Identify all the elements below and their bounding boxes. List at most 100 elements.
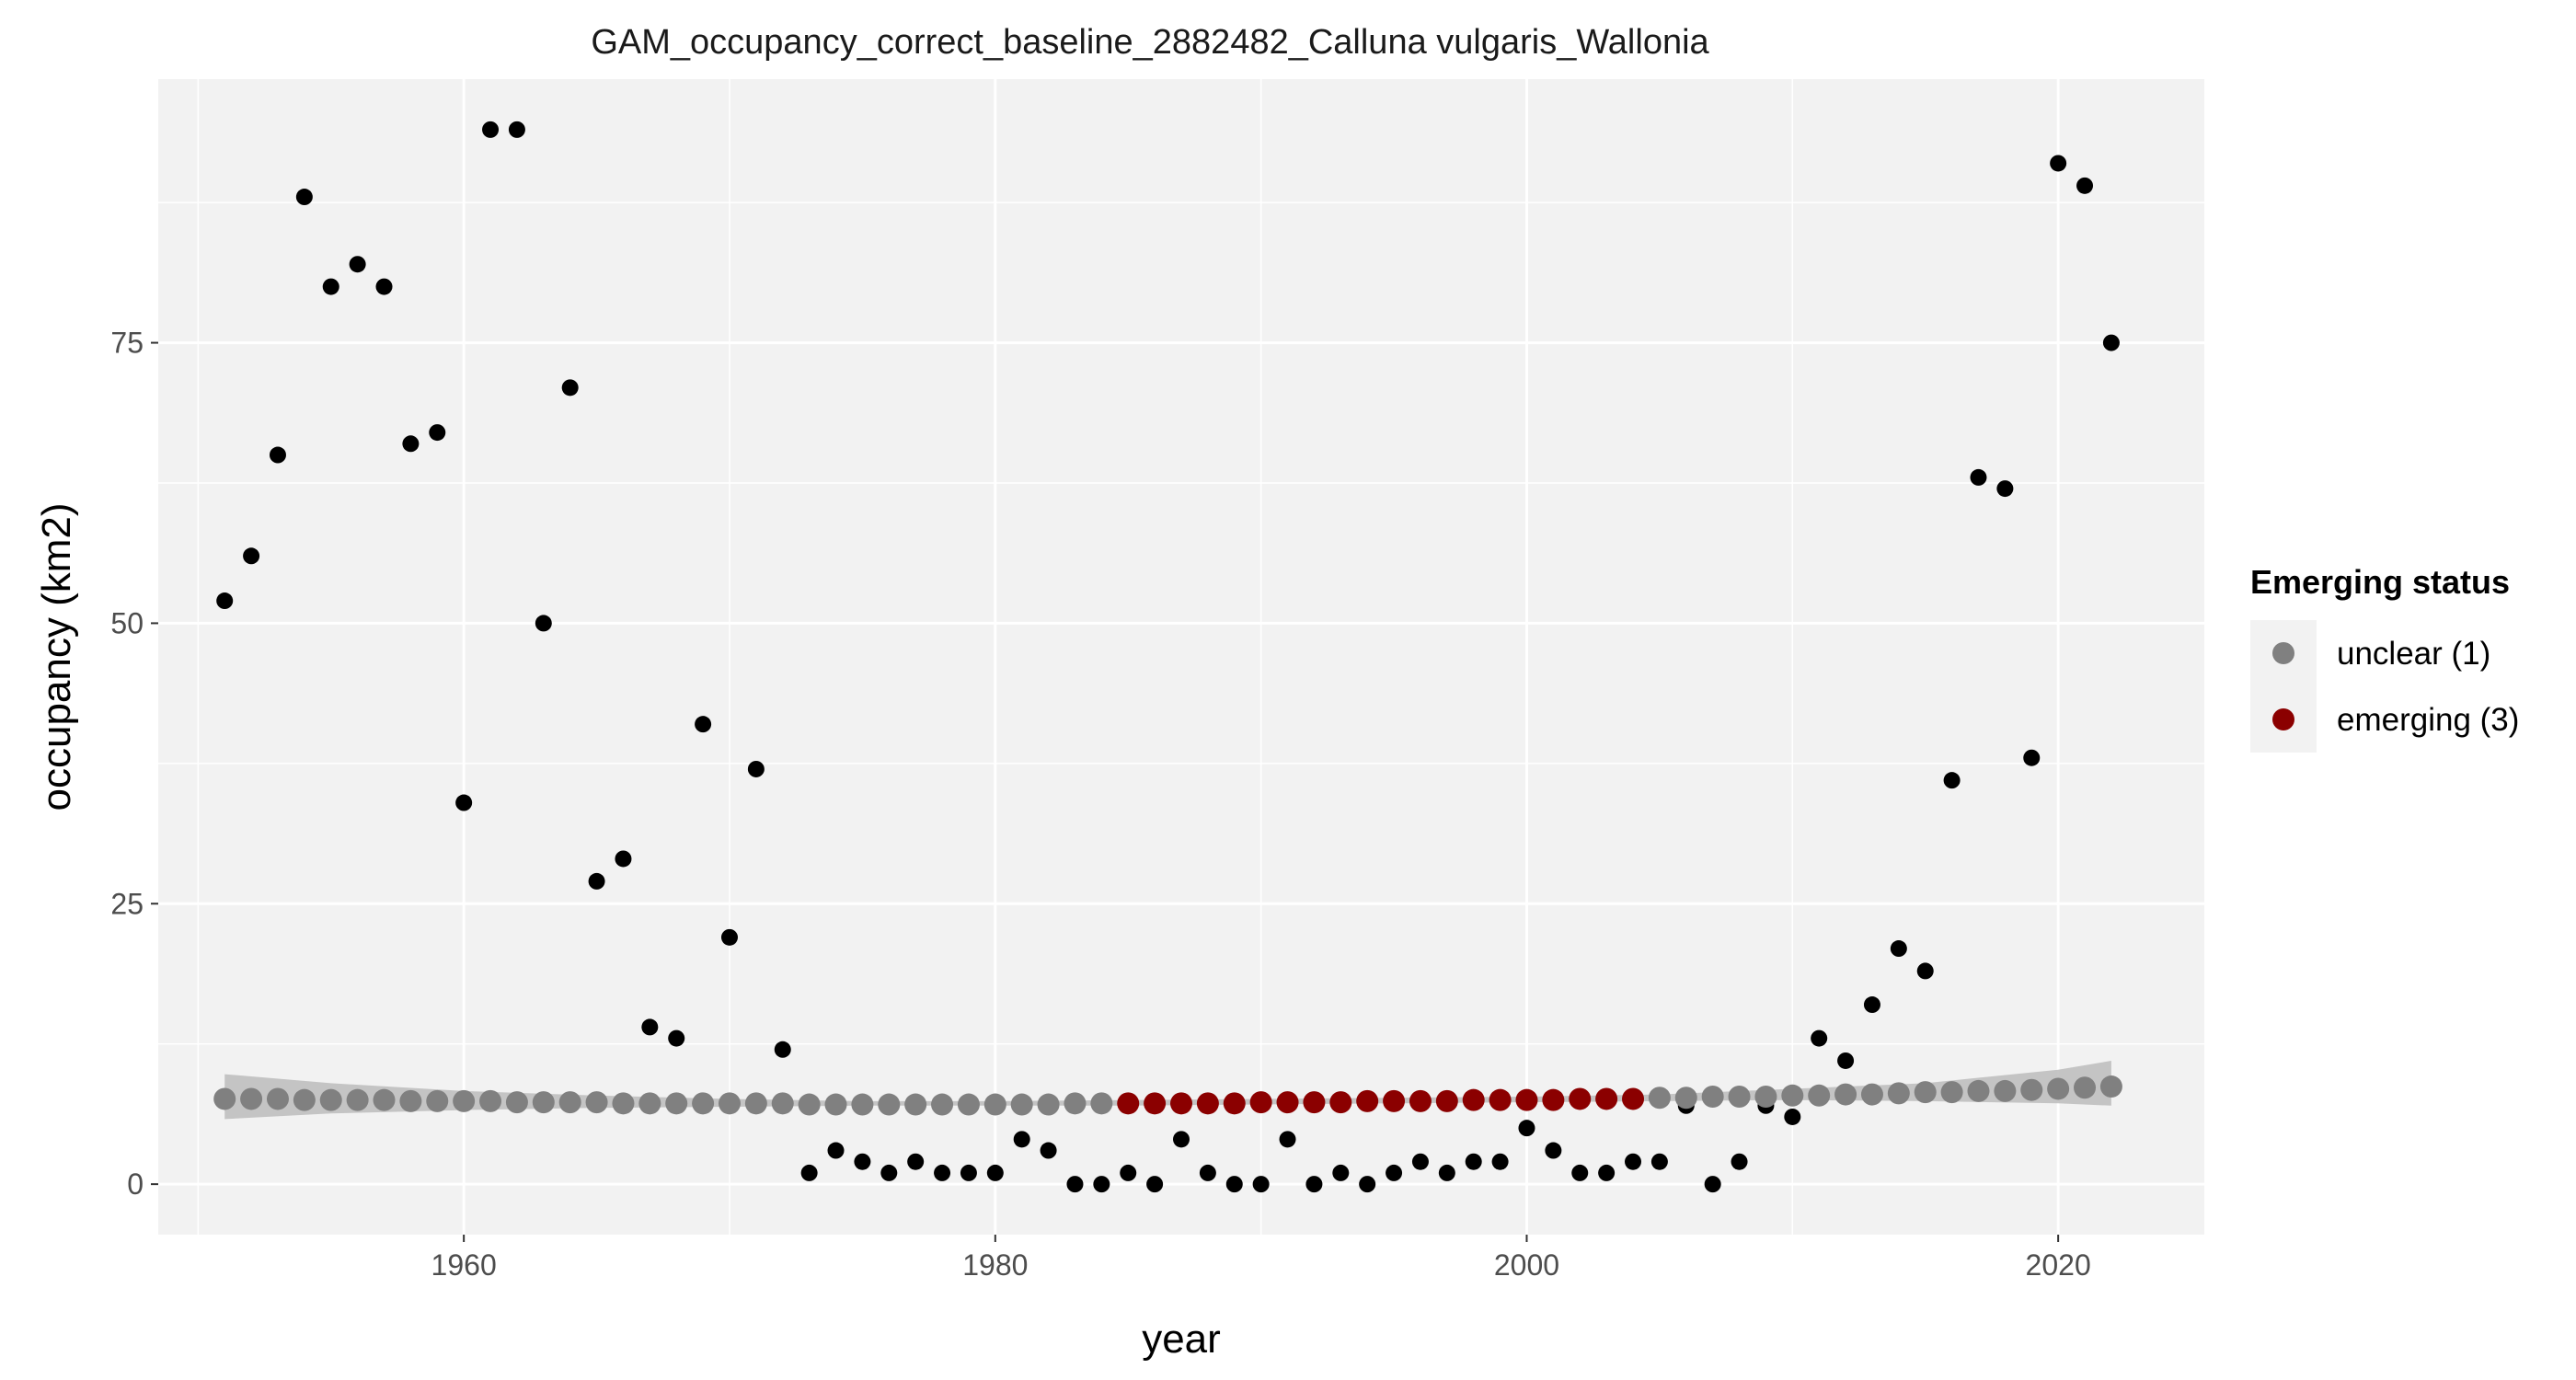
observed-points	[216, 121, 2120, 1193]
legend-key-unclear	[2272, 642, 2294, 664]
fitted-point-emerging	[1223, 1092, 1246, 1115]
fitted-point-unclear	[692, 1092, 715, 1115]
observed-point	[668, 1029, 685, 1047]
x-axis-title: year	[1142, 1317, 1221, 1362]
observed-point	[1305, 1176, 1323, 1193]
observed-point	[1332, 1164, 1350, 1181]
fitted-point-unclear	[1728, 1086, 1751, 1109]
legend-label-emerging: emerging (3)	[2337, 702, 2519, 738]
fitted-point-unclear	[1010, 1093, 1033, 1116]
observed-point	[774, 1041, 791, 1058]
fitted-point-unclear	[2099, 1075, 2122, 1098]
fitted-point-emerging	[1196, 1092, 1219, 1115]
y-tick-label: 0	[127, 1167, 144, 1201]
observed-point	[1996, 480, 2014, 498]
fitted-point-unclear	[983, 1093, 1006, 1116]
fitted-point-emerging	[1276, 1091, 1299, 1114]
fitted-point-unclear	[851, 1093, 874, 1116]
fitted-point-emerging	[1383, 1089, 1406, 1112]
fitted-point-unclear	[1701, 1086, 1724, 1109]
observed-point	[1225, 1176, 1243, 1193]
observed-point	[482, 121, 500, 138]
y-tick-label: 25	[110, 887, 144, 920]
fitted-point-emerging	[1622, 1087, 1645, 1110]
fitted-point-unclear	[1914, 1081, 1937, 1104]
observed-point	[720, 928, 738, 946]
fitted-point-unclear	[346, 1088, 369, 1111]
fitted-point-emerging	[1117, 1092, 1140, 1115]
observed-point	[2102, 334, 2120, 351]
observed-point	[800, 1164, 818, 1181]
fitted-point-emerging	[1489, 1088, 1512, 1111]
fitted-point-unclear	[585, 1091, 608, 1114]
observed-point	[1491, 1153, 1509, 1170]
observed-point	[1465, 1153, 1482, 1170]
observed-point	[1784, 1108, 1801, 1125]
fitted-point-unclear	[612, 1092, 635, 1115]
fitted-point-unclear	[1860, 1083, 1883, 1106]
fitted-point-unclear	[2020, 1078, 2043, 1101]
observed-point	[1545, 1142, 1562, 1159]
fitted-point-unclear	[1674, 1087, 1697, 1110]
observed-point	[295, 189, 313, 206]
fitted-point-unclear	[1648, 1087, 1671, 1110]
observed-point	[960, 1164, 977, 1181]
observed-point	[561, 379, 579, 397]
observed-point	[1625, 1153, 1642, 1170]
fitted-point-unclear	[771, 1092, 794, 1115]
fitted-point-emerging	[1356, 1089, 1379, 1112]
fitted-point-unclear	[532, 1091, 555, 1114]
grid-minor	[158, 79, 2204, 1235]
observed-point	[216, 592, 234, 610]
fitted-point-emerging	[1303, 1091, 1326, 1114]
fitted-point-unclear	[957, 1093, 980, 1116]
observed-point	[1438, 1164, 1455, 1181]
observed-point	[1120, 1164, 1137, 1181]
observed-point	[322, 278, 339, 295]
fitted-point-emerging	[1462, 1088, 1485, 1111]
observed-point	[880, 1164, 898, 1181]
observed-point	[1650, 1153, 1668, 1170]
fitted-point-emerging	[1249, 1091, 1272, 1114]
fitted-point-unclear	[453, 1089, 476, 1112]
fitted-point-unclear	[1090, 1092, 1113, 1115]
fitted-point-unclear	[266, 1087, 289, 1110]
y-tick-label: 50	[110, 606, 144, 639]
fitted-point-unclear	[2047, 1077, 2070, 1100]
fitted-point-emerging	[1144, 1092, 1167, 1115]
fitted-point-emerging	[1170, 1092, 1192, 1115]
observed-point	[1837, 1052, 1855, 1069]
fitted-point-unclear	[505, 1091, 528, 1114]
plot-panel	[158, 79, 2204, 1235]
fitted-point-emerging	[1569, 1087, 1592, 1110]
y-axis-title: occupancy (km2)	[34, 502, 79, 811]
fitted-point-emerging	[1595, 1087, 1618, 1110]
fitted-point-unclear	[1037, 1093, 1060, 1116]
fitted-point-emerging	[1329, 1091, 1352, 1114]
fitted-point-unclear	[1754, 1086, 1777, 1109]
observed-point	[827, 1142, 845, 1159]
fitted-point-unclear	[1808, 1084, 1831, 1107]
legend-title: Emerging status	[2250, 563, 2510, 601]
observed-point	[1386, 1164, 1403, 1181]
fitted-point-unclear	[558, 1091, 581, 1114]
observed-point	[243, 547, 260, 565]
fitted-point-emerging	[1409, 1089, 1432, 1112]
fitted-point-unclear	[718, 1092, 741, 1115]
observed-point	[1093, 1176, 1110, 1193]
x-tick-label: 2020	[2026, 1248, 2091, 1282]
observed-point	[641, 1018, 659, 1036]
fitted-point-unclear	[1064, 1092, 1087, 1115]
observed-point	[402, 435, 420, 453]
fitted-point-unclear	[638, 1092, 661, 1115]
observed-point	[1970, 468, 1987, 486]
observed-point	[349, 256, 366, 273]
fitted-point-unclear	[1994, 1079, 2017, 1102]
observed-point	[1890, 940, 1907, 958]
observed-point	[907, 1153, 925, 1170]
fitted-point-unclear	[878, 1093, 901, 1116]
legend-key-emerging	[2272, 708, 2294, 730]
fitted-point-unclear	[426, 1089, 449, 1112]
grid-major	[158, 79, 2204, 1235]
